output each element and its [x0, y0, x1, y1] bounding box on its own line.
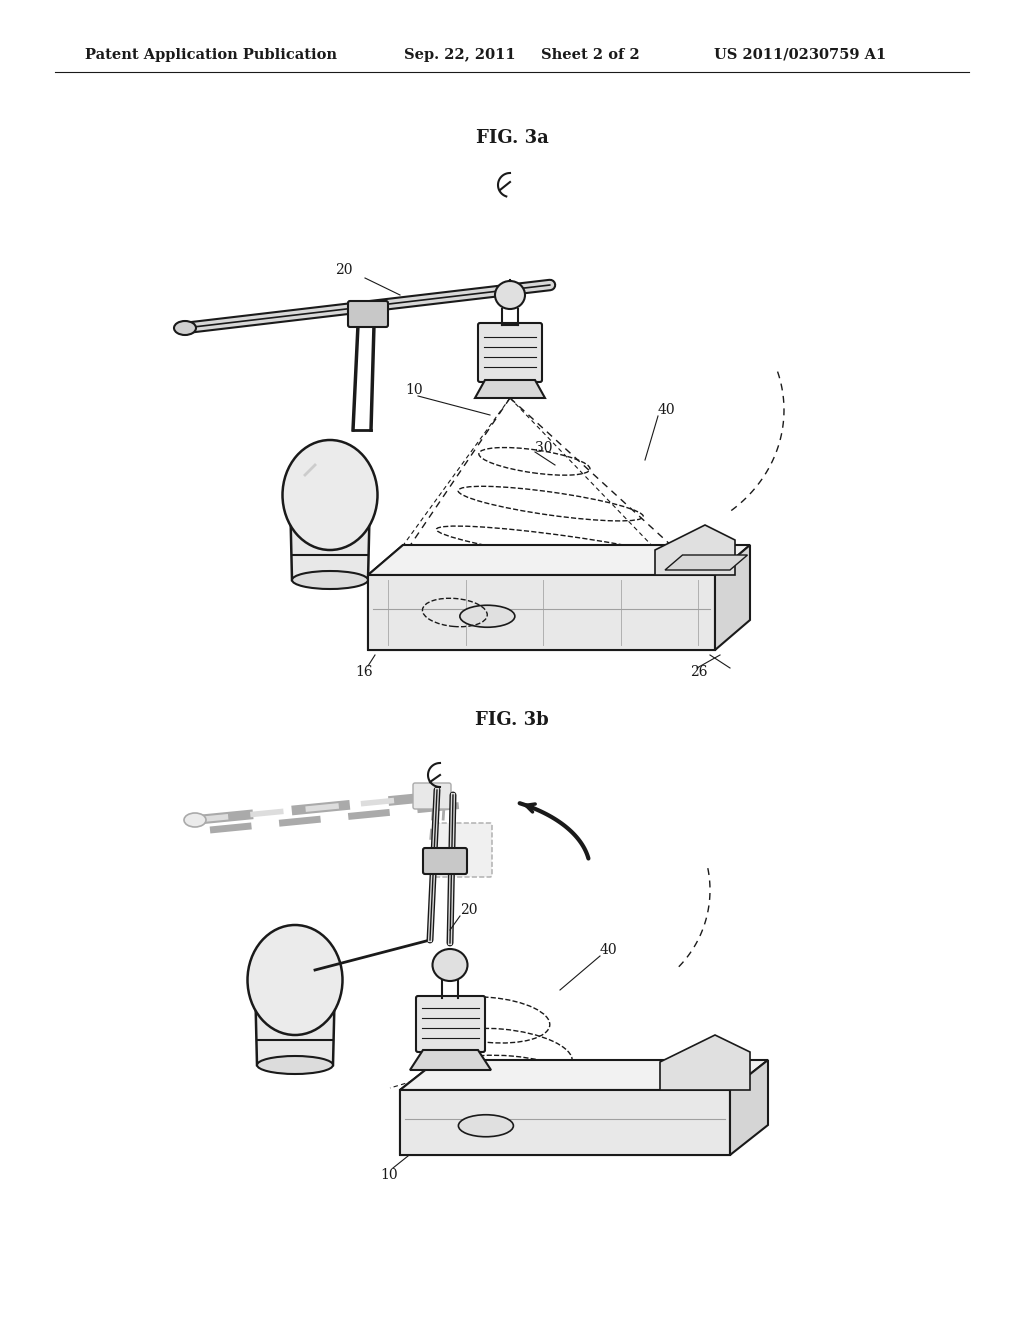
FancyBboxPatch shape: [478, 323, 542, 381]
Text: Sep. 22, 2011: Sep. 22, 2011: [404, 48, 516, 62]
Text: 20: 20: [335, 263, 352, 277]
Polygon shape: [660, 1035, 750, 1090]
Text: FIG. 3a: FIG. 3a: [475, 129, 549, 147]
Polygon shape: [655, 525, 735, 576]
Polygon shape: [665, 554, 748, 570]
Polygon shape: [715, 545, 750, 649]
Text: Sheet 2 of 2: Sheet 2 of 2: [541, 48, 639, 62]
Text: 40: 40: [600, 942, 617, 957]
Ellipse shape: [292, 572, 368, 589]
Text: US 2011/0230759 A1: US 2011/0230759 A1: [714, 48, 886, 62]
Ellipse shape: [283, 440, 378, 550]
Ellipse shape: [248, 925, 342, 1035]
Ellipse shape: [459, 1115, 513, 1137]
Polygon shape: [290, 495, 370, 579]
Text: 16: 16: [355, 665, 373, 678]
Text: 30: 30: [535, 441, 553, 455]
FancyBboxPatch shape: [348, 301, 388, 327]
Polygon shape: [400, 1060, 768, 1090]
Ellipse shape: [184, 813, 206, 828]
Text: Patent Application Publication: Patent Application Publication: [85, 48, 337, 62]
Polygon shape: [400, 1060, 438, 1155]
FancyBboxPatch shape: [433, 822, 492, 876]
Ellipse shape: [460, 606, 515, 627]
Text: 26: 26: [690, 665, 708, 678]
Ellipse shape: [257, 1056, 333, 1074]
Polygon shape: [368, 545, 750, 576]
Polygon shape: [730, 1060, 768, 1155]
FancyBboxPatch shape: [416, 997, 485, 1052]
Ellipse shape: [174, 321, 196, 335]
Text: 10: 10: [406, 383, 423, 397]
Polygon shape: [255, 979, 335, 1065]
Polygon shape: [475, 380, 545, 399]
Polygon shape: [410, 1049, 490, 1071]
Polygon shape: [368, 545, 403, 649]
Polygon shape: [368, 576, 715, 649]
Text: 40: 40: [658, 403, 676, 417]
Polygon shape: [400, 1090, 730, 1155]
Text: 10: 10: [380, 1168, 397, 1181]
Polygon shape: [368, 602, 750, 649]
Polygon shape: [400, 1110, 768, 1155]
Text: 20: 20: [460, 903, 477, 917]
FancyBboxPatch shape: [413, 783, 451, 809]
Text: FIG. 3b: FIG. 3b: [475, 711, 549, 729]
Ellipse shape: [432, 949, 468, 981]
FancyBboxPatch shape: [423, 847, 467, 874]
Ellipse shape: [495, 281, 525, 309]
